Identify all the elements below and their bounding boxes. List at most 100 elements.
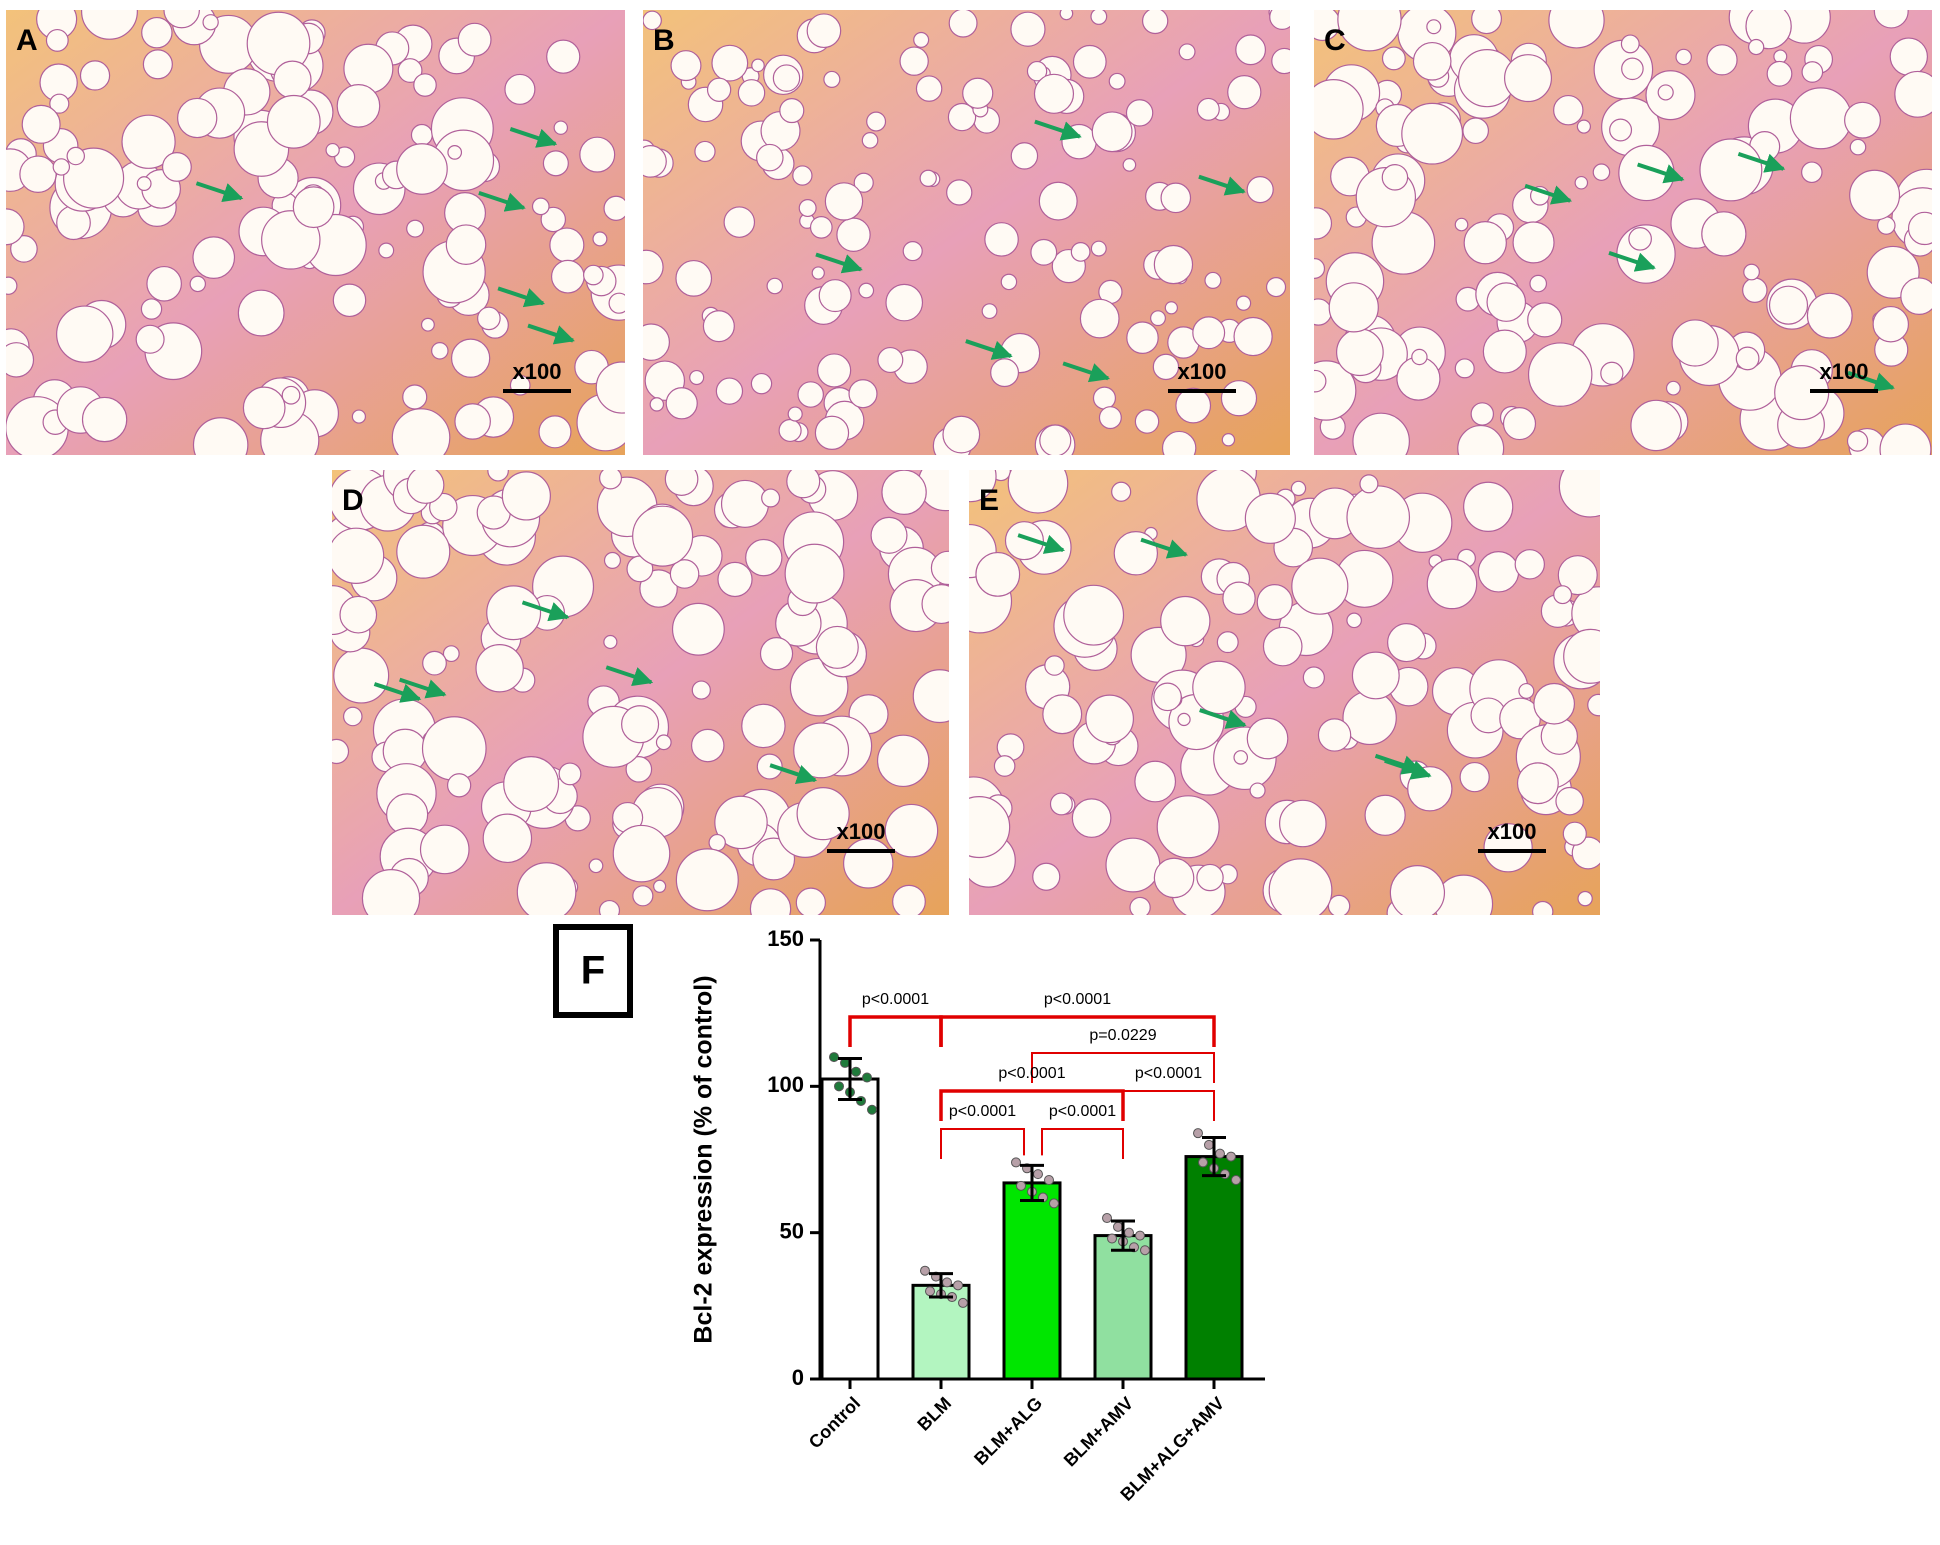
alveolus [1620,34,1640,54]
data-point [1204,1139,1214,1150]
alveolus [870,516,908,554]
alveolus [406,219,425,238]
p-value: p<0.0001 [998,1065,1065,1082]
alveolus [1483,823,1533,873]
alveolus [1894,70,1932,118]
alveolus [1364,794,1406,836]
alveolus [1160,182,1192,214]
micrograph-image [1314,10,1932,455]
alveolus [795,887,827,915]
alveolus [1314,79,1364,140]
alveolus [1801,161,1823,184]
data-point [1124,1227,1134,1238]
alveolus [691,680,711,700]
alveolus [786,470,821,499]
alveolus [921,584,949,625]
alveolus [553,120,569,135]
alveolus [717,561,753,598]
alveolus [1557,555,1598,596]
alveolus [824,182,864,221]
alveolus [396,143,448,195]
alveolus [1249,782,1266,799]
panel-label-box [553,924,633,1018]
alveolus [625,756,653,783]
alveolus [10,235,38,263]
alveolus [759,637,794,671]
alveolus [141,16,173,49]
alveolus [815,625,859,669]
alveolus [720,479,770,528]
alveolus [669,559,700,589]
alveolus [1768,285,1809,325]
alveolus [1125,99,1154,127]
alveolus [332,738,350,765]
alveolus [163,10,200,29]
alveolus [745,538,783,577]
significance-bracket: p<0.0001 [848,991,943,1047]
alveolus [784,543,845,604]
alveolus [1699,138,1763,202]
alveolus [689,369,705,386]
alveolus [442,645,460,663]
alveolus [858,282,875,299]
alveolus [1156,795,1220,859]
bar [1184,1155,1244,1381]
panel-letter: B [653,24,675,57]
alveolus [1609,118,1633,142]
alveolus [598,899,621,915]
alveolus [192,417,249,455]
alveolus [708,833,726,852]
alveolus [1532,900,1554,915]
p-value: p<0.0001 [949,1103,1016,1120]
alveolus [1701,211,1747,257]
micrograph-image [643,10,1290,455]
arrow [769,763,818,785]
arrow [605,665,654,687]
panel-letter: D [342,484,364,517]
alveolus [981,303,998,320]
alveolus [881,470,927,515]
significance-bracket: p<0.0001 [1122,1065,1215,1121]
alveolus [266,94,321,149]
alveolus [486,585,542,641]
alveolus [406,470,445,504]
data-point [958,1297,968,1308]
alveolus [1227,75,1262,110]
alveolus [1352,412,1410,455]
alveolus [1621,57,1644,81]
alveolus [583,264,604,286]
alveolus [81,10,138,40]
data-point [1193,1128,1203,1139]
alveolus [823,70,841,88]
alveolus [1030,238,1058,266]
alveolus [1059,10,1074,21]
scale-text: x100 [837,819,886,844]
alveolus [715,377,744,405]
alveolus [482,813,533,864]
alveolus [501,471,551,521]
alveolus [599,470,623,490]
alveolus [273,60,312,99]
alveolus [475,644,524,693]
alveolus [1675,48,1692,66]
alveolus [1246,176,1274,204]
data-point [1231,1174,1241,1185]
arrow [497,286,545,308]
panel-letter: A [16,24,38,57]
alveolus [549,227,585,263]
alveolus [1007,470,1069,514]
alveolus [1401,102,1464,165]
alveolus [756,143,784,172]
bracket [1041,1128,1124,1159]
alveolus [66,146,86,166]
alveolus [1387,623,1427,663]
alveolus [1844,101,1881,139]
arrow [478,190,526,212]
data-point [1044,1174,1054,1185]
alveolus [1555,786,1584,816]
arrow [1636,162,1685,184]
